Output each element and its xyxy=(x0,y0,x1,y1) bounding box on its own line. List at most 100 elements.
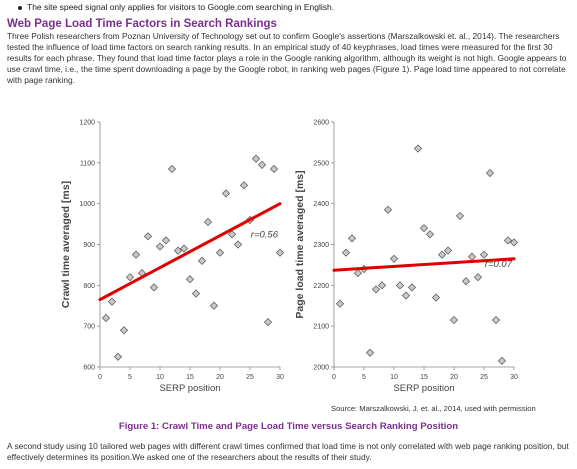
y-tick-label: 2600 xyxy=(313,120,329,127)
data-point xyxy=(461,277,471,286)
data-point xyxy=(209,301,219,310)
y-axis-label: Crawl time averaged [ms] xyxy=(60,181,72,308)
bullet-text: The site speed signal only applies for v… xyxy=(27,2,335,12)
page-load-time-chart: 2000 2100 2200 2300 2400 2500 2600 0 5 10 15 20 25 30… xyxy=(294,120,519,394)
data-point xyxy=(503,236,513,245)
x-tick-label: 5 xyxy=(362,374,366,381)
y-tick-label: 700 xyxy=(83,324,95,331)
data-point xyxy=(275,248,285,257)
data-point xyxy=(473,273,483,282)
y-tick-label: 1100 xyxy=(80,160,95,167)
x-axis-label: SERP position xyxy=(393,383,454,394)
data-point xyxy=(119,326,129,335)
x-tick-label: 20 xyxy=(216,374,224,381)
data-point xyxy=(437,250,447,259)
data-point xyxy=(341,248,351,257)
x-axis-label: SERP position xyxy=(159,383,220,394)
bullet-dot xyxy=(18,5,22,10)
figure-caption: Figure 1: Crawl Time and Page Load Time … xyxy=(118,421,459,432)
x-tick-label: 30 xyxy=(276,374,284,381)
x-tick-label: 15 xyxy=(186,374,194,381)
data-point xyxy=(449,315,459,325)
y-tick-label: 2100 xyxy=(313,324,329,331)
data-point xyxy=(191,289,201,298)
x-tick-label: 15 xyxy=(420,374,428,381)
intro-paragraph: Three Polish researchers from Poznan Uni… xyxy=(7,31,567,85)
data-point xyxy=(371,285,381,294)
data-point xyxy=(497,356,507,365)
correlation-annotation: r=0.56 xyxy=(251,230,279,241)
data-point xyxy=(197,256,207,265)
data-point xyxy=(395,281,405,290)
y-tick-label: 2200 xyxy=(313,283,329,290)
data-point xyxy=(467,252,477,261)
data-point xyxy=(485,168,495,178)
trend-line xyxy=(98,202,282,302)
outro-paragraph: A second study using 10 tailored web pag… xyxy=(7,441,569,462)
y-tick-label: 900 xyxy=(83,242,95,249)
x-tick-label: 5 xyxy=(128,374,132,381)
data-point xyxy=(443,246,453,255)
figure-source: Source: Marszalkowski, J. et. al., 2014,… xyxy=(331,404,536,413)
y-tick-label: 600 xyxy=(83,365,95,372)
y-tick-label: 2000 xyxy=(313,365,329,372)
data-point xyxy=(383,205,393,214)
data-point xyxy=(479,250,489,259)
data-point xyxy=(221,189,231,198)
data-point xyxy=(251,154,261,163)
y-tick-label: 1200 xyxy=(79,120,95,127)
data-point xyxy=(335,299,345,308)
data-point xyxy=(239,181,249,190)
data-point xyxy=(431,293,441,302)
data-point xyxy=(185,275,195,284)
data-point xyxy=(389,254,399,263)
trend-line xyxy=(332,257,516,272)
data-point xyxy=(425,230,435,239)
data-point xyxy=(413,144,423,153)
data-point xyxy=(101,313,111,323)
y-tick-label: 800 xyxy=(83,283,95,290)
data-point xyxy=(107,297,117,306)
data-point xyxy=(365,348,375,357)
data-point xyxy=(143,232,153,241)
x-tick-label: 25 xyxy=(480,374,488,381)
data-point xyxy=(491,315,501,325)
data-point xyxy=(167,164,177,174)
y-tick-label: 2500 xyxy=(313,160,329,167)
y-tick-label: 1000 xyxy=(79,201,95,208)
data-point xyxy=(173,246,183,255)
data-point xyxy=(419,224,429,233)
page-heading: Web Page Load Time Factors in Search Ran… xyxy=(7,18,277,30)
data-point xyxy=(227,230,237,239)
data-point xyxy=(161,236,171,245)
y-axis-label: Page load time averaged [ms] xyxy=(294,170,306,318)
crawl-time-chart: 600 700 800 900 1000 1100 1200 0 5 10 15 20 25 30 SERP… xyxy=(60,120,285,394)
x-tick-label: 20 xyxy=(450,374,458,381)
data-point xyxy=(233,240,243,249)
data-point xyxy=(353,268,363,278)
data-point xyxy=(407,283,417,292)
data-point xyxy=(149,283,159,292)
data-point xyxy=(509,238,519,247)
x-tick-label: 10 xyxy=(156,374,164,381)
x-tick-label: 0 xyxy=(332,374,336,381)
data-point xyxy=(377,281,387,290)
y-tick-label: 2300 xyxy=(313,242,329,249)
data-point xyxy=(257,160,267,169)
data-point xyxy=(455,211,465,221)
bullet-item: The site speed signal only applies for v… xyxy=(18,2,334,13)
data-point xyxy=(215,248,225,257)
x-tick-label: 0 xyxy=(98,374,102,381)
x-tick-label: 10 xyxy=(390,374,398,381)
data-point xyxy=(203,217,213,227)
data-point xyxy=(263,317,273,327)
x-tick-label: 25 xyxy=(246,374,254,381)
data-point xyxy=(269,164,279,174)
data-point xyxy=(131,250,141,259)
data-point xyxy=(113,352,123,361)
y-tick-label: 2400 xyxy=(313,201,329,208)
data-point xyxy=(347,234,357,243)
correlation-annotation: r=0.07 xyxy=(485,259,513,270)
data-point xyxy=(155,242,165,251)
data-point xyxy=(125,273,135,282)
